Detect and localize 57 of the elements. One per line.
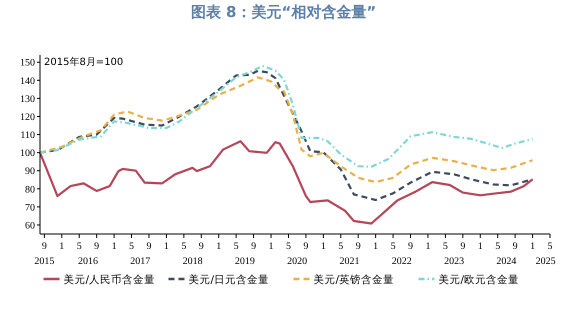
xtick: 1 <box>164 241 169 252</box>
xtick: 9 <box>146 241 152 252</box>
xtick: 1 <box>320 241 326 252</box>
xtick: 5 <box>181 241 186 252</box>
year-label: 2022 <box>392 256 412 267</box>
ytick: 120 <box>20 112 35 123</box>
ytick: 60 <box>25 220 35 232</box>
year-label: 2016 <box>78 256 98 267</box>
xtick: 5 <box>286 241 291 252</box>
year-label: 2021 <box>339 256 360 267</box>
xtick: 1 <box>530 241 536 252</box>
xtick: 1 <box>373 241 378 252</box>
xtick: 5 <box>234 241 239 252</box>
xtick: 5 <box>338 241 344 252</box>
title: 图表 8：美元“相对含金量” <box>190 3 376 21</box>
ytick: 140 <box>20 76 35 87</box>
legend-label: 美元/英镑含金量 <box>314 274 394 286</box>
xtick: 1 <box>216 241 222 252</box>
xtick: 9 <box>460 241 466 252</box>
xtick: 5 <box>390 241 396 252</box>
year-label: 2017 <box>130 256 150 267</box>
xtick: 5 <box>129 241 134 252</box>
xtick: 1 <box>112 241 117 252</box>
xtick: 9 <box>512 241 518 252</box>
year-label: 2019 <box>234 256 255 267</box>
xtick: 9 <box>251 241 256 252</box>
xtick: 1 <box>268 241 274 252</box>
xtick: 5 <box>76 241 82 252</box>
xtick: 9 <box>303 241 308 252</box>
xtick: 5 <box>442 241 448 252</box>
annotation: 2015年8月=100 <box>44 57 124 68</box>
ytick: 100 <box>20 148 35 160</box>
xtick: 1 <box>59 241 64 252</box>
xtick: 9 <box>356 241 361 252</box>
xtick: 9 <box>94 241 100 252</box>
xtick: 5 <box>548 241 552 252</box>
ytick: 130 <box>20 94 35 105</box>
xtick: 1 <box>478 241 483 252</box>
legend-label: 美元/欧元含金量 <box>438 274 520 286</box>
ytick: 150 <box>20 58 35 69</box>
xtick: 9 <box>408 241 414 252</box>
ytick: 90 <box>25 166 35 178</box>
xtick: 5 <box>495 241 500 252</box>
xtick: 9 <box>198 241 204 252</box>
year-label: 2020 <box>287 256 308 267</box>
year-label: 2015 <box>34 256 54 267</box>
ytick: 80 <box>25 184 35 196</box>
year-label: 2018 <box>182 256 203 267</box>
xtick: 1 <box>425 241 430 252</box>
year-label: 2023 <box>444 256 464 267</box>
ytick: 70 <box>25 202 35 214</box>
year-label: 2025 <box>536 256 556 267</box>
year-label: 2024 <box>496 256 516 267</box>
legend-label: 美元/日元含金量 <box>188 274 270 286</box>
ytick: 110 <box>20 130 35 142</box>
xtick: 9 <box>42 241 47 252</box>
legend-label: 美元/人民币含金量 <box>64 274 156 286</box>
